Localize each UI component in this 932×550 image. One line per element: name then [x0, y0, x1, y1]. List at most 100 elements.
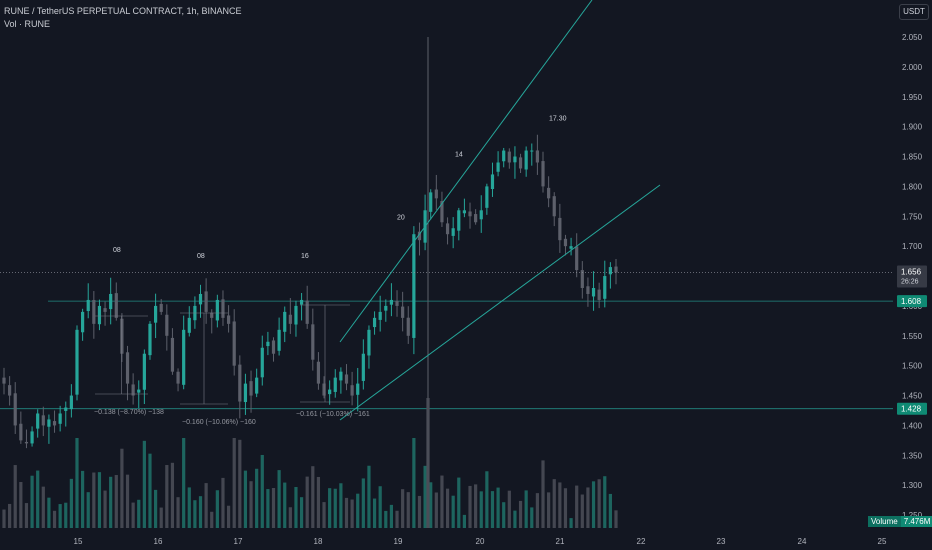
volume-bar: [395, 510, 399, 528]
volume-bar: [170, 462, 175, 528]
symbol-title[interactable]: RUNE / TetherUS PERPETUAL CONTRACT, 1h, …: [4, 6, 242, 16]
level-badge-1428: [897, 402, 927, 415]
candle: [502, 150, 506, 162]
candle: [36, 413, 40, 429]
candle: [243, 383, 248, 403]
volume-bar: [513, 510, 517, 528]
volume-bar: [8, 503, 12, 528]
volume-bar: [271, 487, 276, 528]
volume-bar: [176, 497, 180, 528]
price-tick-label: 1.300: [902, 481, 923, 490]
trend-line-lower[interactable]: [339, 184, 661, 421]
candle: [552, 196, 556, 217]
candle: [468, 211, 472, 217]
candle: [92, 299, 96, 324]
volume-bar: [288, 507, 292, 528]
volume-bar: [243, 470, 248, 528]
candle: [153, 305, 158, 323]
candle: [19, 423, 23, 441]
candle: [215, 299, 219, 321]
volume-bar: [350, 499, 354, 528]
candle: [221, 299, 225, 318]
volume-bar: [328, 488, 332, 528]
measure-label: −0.161 (−10.03%) −161: [296, 411, 370, 418]
candle: [580, 270, 584, 288]
candle: [474, 214, 478, 223]
candle: [563, 238, 568, 247]
volume-legend[interactable]: Vol · RUNE: [4, 19, 51, 29]
level-badge-label: 1.608: [901, 297, 922, 306]
volume-bar: [36, 470, 40, 528]
volume-bar: [485, 471, 489, 528]
volume-bar: [451, 495, 455, 528]
candle: [434, 189, 438, 199]
candle: [131, 384, 135, 396]
volume-bar: [445, 488, 450, 528]
candle: [81, 311, 85, 333]
price-tick-label: 1.700: [902, 242, 923, 251]
volume-bar: [524, 490, 528, 528]
volume-bar: [125, 474, 130, 528]
candle: [24, 441, 29, 444]
volume-bar: [457, 477, 461, 528]
candle: [103, 308, 107, 312]
candle: [120, 318, 124, 354]
volume-bar: [283, 482, 287, 528]
volume-bar: [92, 472, 96, 528]
volume-bar: [311, 466, 315, 528]
price-tick-label: 1.750: [902, 212, 923, 221]
currency-button[interactable]: USDT: [899, 4, 929, 20]
candle: [569, 246, 573, 249]
volume-bar: [322, 502, 326, 528]
volume-bar: [603, 476, 607, 528]
candle: [445, 223, 450, 235]
candle: [412, 234, 416, 338]
volume-bar: [142, 440, 146, 528]
time-tick-label: 15: [74, 537, 83, 546]
volume-bar: [215, 490, 219, 528]
candle: [64, 407, 68, 411]
peak-label: 08: [113, 247, 121, 254]
measure-label: −0.160 (−10.06%) −160: [182, 419, 256, 426]
volume-bar: [591, 481, 596, 528]
volume-bar: [305, 476, 309, 528]
candle: [603, 276, 607, 299]
time-tick-label: 21: [556, 537, 565, 546]
volume-bar: [586, 487, 590, 528]
candle: [13, 393, 17, 426]
volume-bar: [474, 484, 478, 528]
candle: [496, 162, 500, 172]
volume-bar: [530, 507, 534, 528]
candle: [294, 305, 298, 325]
candle: [367, 329, 371, 356]
candle: [485, 186, 489, 208]
volume-badge-label: Volume: [868, 516, 901, 527]
candle: [361, 353, 365, 381]
candle: [384, 305, 388, 311]
candle: [333, 377, 337, 392]
peak-label: 20: [397, 214, 405, 221]
volume-bar: [490, 491, 495, 528]
candle: [69, 395, 73, 410]
time-tick-label: 16: [154, 537, 163, 546]
candle: [395, 300, 399, 306]
volume-bar: [193, 500, 197, 528]
volume-bar: [260, 454, 264, 528]
volume-bar: [541, 460, 545, 528]
candle: [350, 385, 354, 396]
measure-bracket[interactable]: [180, 312, 228, 405]
volume-bar: [187, 487, 191, 528]
volume-bar: [575, 485, 579, 528]
price-tick-label: 1.900: [902, 123, 923, 132]
measure-bracket[interactable]: [300, 304, 350, 403]
volume-bar: [109, 476, 113, 528]
volume-bar: [299, 497, 304, 528]
volume-bar: [159, 507, 163, 528]
candle: [513, 156, 517, 163]
volume-bar: [198, 496, 203, 528]
measure-bracket[interactable]: [95, 315, 148, 395]
volume-bar: [614, 510, 618, 528]
trend-line-upper[interactable]: [339, 0, 593, 343]
candle: [440, 201, 444, 223]
